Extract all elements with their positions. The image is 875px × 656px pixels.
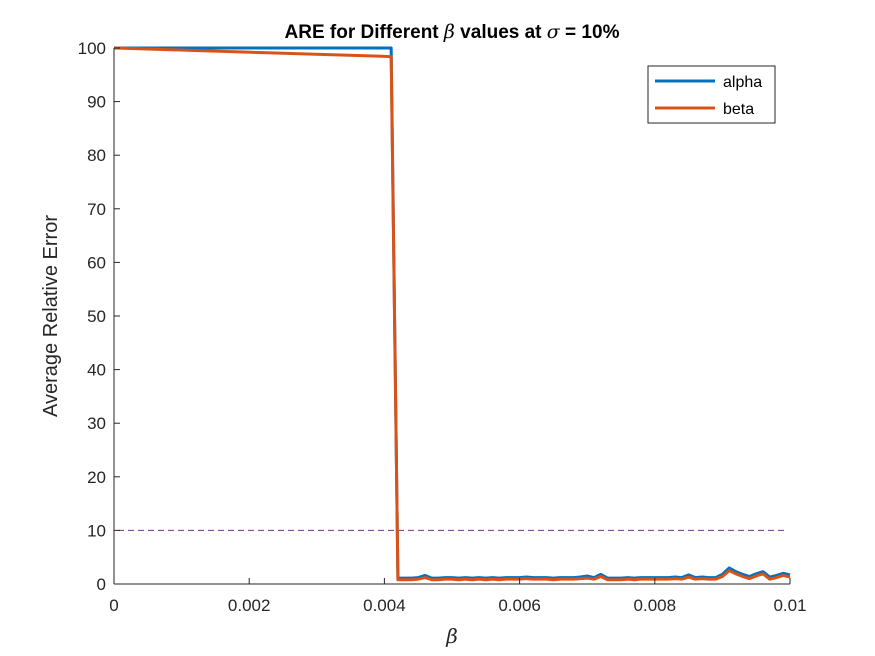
x-tick-label: 0.006	[498, 596, 541, 615]
legend-label-alpha: alpha	[723, 74, 762, 91]
y-tick-label: 90	[87, 93, 106, 112]
y-tick-label: 70	[87, 200, 106, 219]
y-tick-label: 50	[87, 307, 106, 326]
y-tick-label: 40	[87, 361, 106, 380]
x-tick-label: 0.004	[363, 596, 406, 615]
x-tick-label: 0.008	[634, 596, 677, 615]
x-axis-label: β	[445, 624, 458, 648]
y-tick-label: 60	[87, 253, 106, 272]
x-tick-label: 0	[109, 596, 118, 615]
x-tick-label: 0.002	[228, 596, 271, 615]
y-tick-label: 100	[78, 39, 106, 58]
y-axis-label: Average Relative Error	[40, 215, 62, 417]
legend-label-beta: beta	[723, 101, 754, 118]
y-tick-label: 80	[87, 146, 106, 165]
y-tick-label: 30	[87, 414, 106, 433]
legend: alpha beta	[647, 65, 776, 124]
x-tick-label: 0.01	[773, 596, 806, 615]
ticks-layer: 0 0.002 0.004 0.006 0.008 0.01 0 10 20 30 40 50 60 70…	[78, 39, 807, 615]
plot-area	[114, 48, 790, 584]
series-line-alpha	[114, 46, 791, 580]
y-tick-label: 20	[87, 468, 106, 487]
y-tick-label: 10	[87, 521, 106, 540]
legend-box	[647, 65, 776, 124]
series-line-beta	[113, 46, 791, 582]
series-layer	[113, 46, 791, 582]
y-tick-label: 0	[97, 575, 106, 594]
chart-title: ARE for Different β values at σ = 10%	[285, 21, 620, 43]
